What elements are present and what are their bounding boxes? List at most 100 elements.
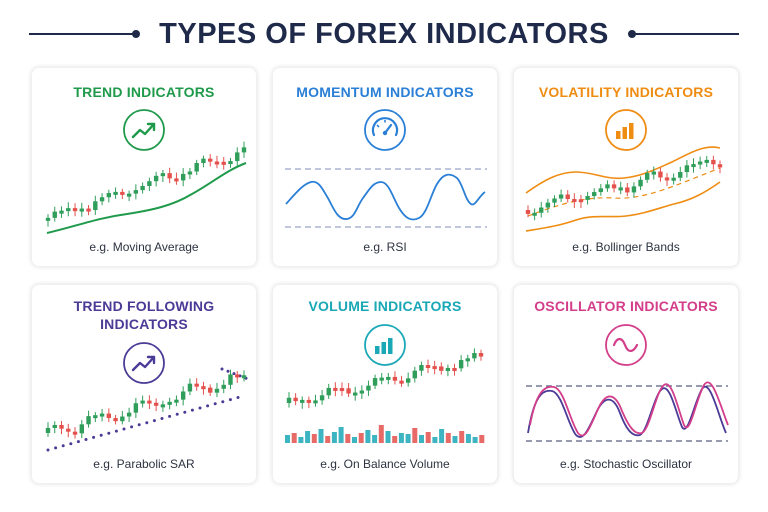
rsi-chart <box>285 168 487 228</box>
candle-body <box>539 207 544 213</box>
sar-dot <box>137 423 141 427</box>
candle-body <box>72 208 78 212</box>
trend-up-icon <box>123 109 165 151</box>
lower-band <box>525 181 721 232</box>
card-title: TREND INDICATORS <box>73 84 215 100</box>
candle-body <box>678 172 683 178</box>
candle-body <box>432 366 437 370</box>
obv-chart <box>285 348 485 443</box>
sar-dot <box>152 419 156 423</box>
candle-body <box>214 388 220 393</box>
candle-body <box>339 388 345 392</box>
candle-body <box>106 193 112 198</box>
sar-dot <box>232 372 236 376</box>
card-title: MOMENTUM INDICATORS <box>296 84 474 100</box>
candle-body <box>711 159 716 165</box>
candle-body <box>153 175 159 182</box>
candle-body <box>313 400 318 404</box>
candle-body <box>625 187 630 193</box>
candle-body <box>79 424 84 434</box>
candle-body <box>133 403 139 413</box>
candle-body <box>697 161 703 165</box>
candle-body <box>167 173 172 179</box>
candle-body <box>405 378 411 383</box>
candle-body <box>286 397 292 403</box>
candle-body <box>572 199 577 203</box>
stochastic-k-line <box>529 381 729 437</box>
stochastic-chart <box>526 381 729 442</box>
candle-body <box>644 173 650 180</box>
candle-body <box>113 191 118 195</box>
candle-body <box>147 400 152 404</box>
volume-bar <box>412 428 418 443</box>
candle-body <box>99 197 105 202</box>
candle-body <box>425 365 431 369</box>
card-volatility-indicators: VOLATILITY INDICATORS e.g. Bollinger Ban… <box>513 67 739 267</box>
candle-body <box>86 416 91 425</box>
card-caption: e.g. Bollinger Bands <box>572 240 680 254</box>
candle-body <box>126 193 132 197</box>
sar-dot <box>206 404 210 408</box>
sar-dot <box>76 440 80 444</box>
card-caption: e.g. Moving Average <box>89 240 199 254</box>
sar-dot <box>99 433 103 437</box>
rsi-line <box>285 173 486 221</box>
candle-body <box>419 365 424 371</box>
candle-body <box>120 416 125 422</box>
card-title: OSCILLATOR INDICATORS <box>534 298 718 314</box>
sine-wave-icon <box>605 324 647 366</box>
sar-dot <box>175 412 179 416</box>
candle-body <box>235 374 240 378</box>
card-title: TREND FOLLOWING INDICATORS <box>32 297 256 333</box>
candle-body <box>691 164 696 168</box>
bollinger-chart <box>525 146 723 232</box>
parabolic-sar-chart <box>45 367 248 452</box>
sar-dot <box>92 435 96 439</box>
candle-body <box>353 392 358 396</box>
candle-body <box>671 177 676 181</box>
sar-dot <box>228 398 232 402</box>
card-volume-indicators: VOLUME INDICATORS e.g. On Balance Volume <box>272 284 498 484</box>
page-header: TYPES OF FOREX INDICATORS <box>0 14 768 54</box>
sar-dot <box>145 421 149 425</box>
candle-body <box>631 186 637 193</box>
volume-bar <box>338 427 344 443</box>
candle-body <box>66 428 71 432</box>
gauge-icon <box>364 109 406 151</box>
candle-body <box>386 376 391 380</box>
stochastic-d-line <box>527 385 727 438</box>
candle-body <box>326 387 331 396</box>
card-caption: e.g. RSI <box>363 240 407 254</box>
candle-body <box>180 391 186 400</box>
candle-body <box>208 387 213 393</box>
volume-bar <box>372 435 378 443</box>
candle-body <box>106 413 112 419</box>
candle-body <box>86 208 91 212</box>
candle-body <box>300 399 305 403</box>
candle-body <box>174 178 179 182</box>
candle-body <box>611 184 617 189</box>
candle-body <box>664 177 670 181</box>
card-oscillator-indicators: OSCILLATOR INDICATORS e.g. Stochastic Os… <box>513 284 739 484</box>
volume-bar <box>352 437 357 443</box>
sar-dot <box>220 367 224 371</box>
candle-body <box>228 374 233 385</box>
sar-dot <box>46 448 50 452</box>
volume-bar <box>325 436 331 443</box>
candle-body <box>235 152 240 162</box>
sar-dot <box>122 427 126 431</box>
candle-body <box>585 196 590 200</box>
candle-body <box>241 147 247 153</box>
card-momentum-indicators: MOMENTUM INDICATORS e.g. RSI <box>272 67 498 267</box>
title-divider-right <box>627 30 739 38</box>
sar-dot <box>84 438 88 441</box>
candle-body <box>605 184 610 189</box>
volume-bar <box>392 436 398 443</box>
volume-bar <box>452 436 458 443</box>
candle-body <box>306 399 312 403</box>
candle-body <box>99 413 105 417</box>
candle-body <box>319 395 325 401</box>
middle-band <box>527 167 721 217</box>
candle-body <box>126 412 132 417</box>
candle-body <box>293 397 298 402</box>
